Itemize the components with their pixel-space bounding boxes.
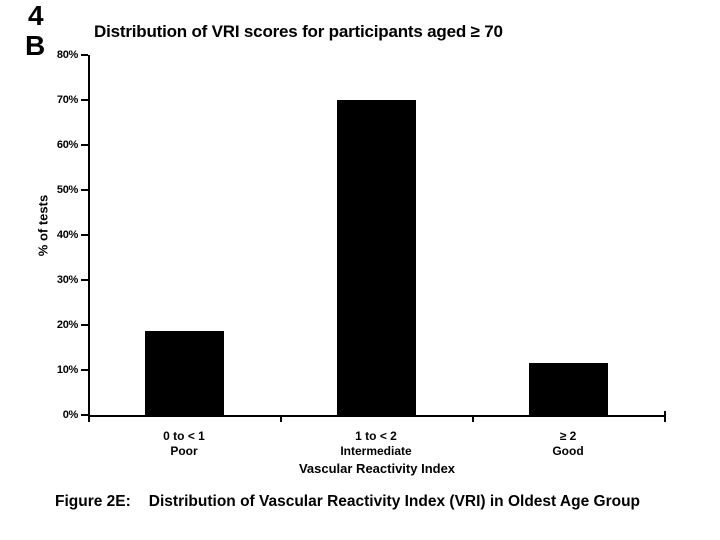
y-tick-label: 50% [56, 183, 78, 196]
chart-title: Distribution of VRI scores for participa… [94, 22, 503, 41]
x-tick [472, 417, 474, 422]
y-tick-label: 20% [56, 318, 78, 331]
y-tick-label: 70% [56, 93, 78, 106]
slide-number: 4 [28, 0, 44, 31]
bar [336, 100, 416, 415]
y-axis-line [88, 54, 90, 417]
y-tick [81, 323, 88, 326]
x-category-quality: Poor [170, 444, 198, 458]
bar [528, 362, 608, 415]
x-axis-line [88, 415, 666, 417]
y-tick [81, 188, 88, 191]
y-tick-label: 40% [56, 228, 78, 241]
x-tick [88, 417, 90, 422]
x-category-range: ≥ 2 [559, 429, 577, 443]
x-axis-end-tick [664, 411, 666, 415]
y-tick-label: 30% [56, 273, 78, 286]
figure-caption: Figure 2E: Distribution of Vascular React… [55, 491, 695, 512]
y-tick-label: 0% [62, 409, 79, 421]
x-axis-title: Vascular Reactivity Index [298, 461, 456, 476]
x-category-label: 0 to < 1 Poor [88, 429, 280, 459]
y-tick [81, 414, 88, 416]
y-tick [81, 278, 88, 281]
y-tick [81, 143, 88, 146]
bar [144, 331, 224, 415]
y-tick [81, 98, 88, 101]
x-category-quality: Intermediate [340, 444, 412, 458]
figure-caption-text: Distribution of Vascular Reactivity Inde… [148, 493, 640, 510]
panel-label: B [25, 30, 46, 61]
x-category-range: 0 to < 1 [163, 429, 205, 443]
x-category-label: ≥ 2 Good [472, 429, 664, 459]
y-tick-label: 10% [56, 363, 78, 376]
x-category-label: 1 to < 2 Intermediate [280, 429, 472, 459]
x-tick [664, 417, 666, 422]
y-tick [81, 368, 88, 371]
y-tick-label: 80% [56, 48, 78, 61]
y-tick-label: 60% [56, 138, 78, 151]
y-tick [81, 53, 88, 56]
x-category-quality: Good [552, 444, 584, 458]
x-tick [280, 417, 282, 422]
x-category-range: 1 to < 2 [355, 429, 397, 443]
figure-caption-prefix: Figure 2E: [55, 493, 131, 510]
y-tick [81, 233, 88, 236]
